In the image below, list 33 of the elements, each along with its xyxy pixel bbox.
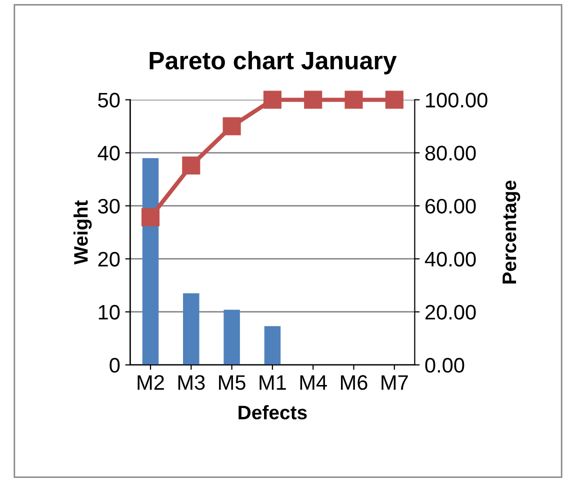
y-axis-title: Weight <box>74 200 92 265</box>
x-tick-label: M3 <box>178 375 205 390</box>
y2-tick-label: 40.00 <box>424 252 476 267</box>
x-tick-label: M1 <box>260 375 286 390</box>
bar <box>183 293 200 365</box>
y-tick-label: 50 <box>98 92 120 108</box>
y-tick-label: 20 <box>98 252 120 267</box>
bar <box>264 326 281 365</box>
point <box>344 90 363 109</box>
bar <box>224 310 240 365</box>
y2-tick-label: 80.00 <box>425 146 476 161</box>
x-axis-title: Defects <box>238 405 307 420</box>
x-tick-label: M6 <box>340 375 368 390</box>
chart-title: Pareto chart January <box>150 51 397 74</box>
point <box>141 208 160 226</box>
y2-tick-label: 20.00 <box>425 304 476 320</box>
point <box>385 90 404 109</box>
y-tick-label: 0 <box>110 358 120 373</box>
x-tick-label: M5 <box>219 375 246 390</box>
y2-tick-label: 0.00 <box>425 358 464 373</box>
y2-tick-label: 60.00 <box>426 198 476 214</box>
y-tick-label: 10 <box>98 304 120 320</box>
point <box>222 117 241 136</box>
y2-tick-label: 100.00 <box>426 92 488 108</box>
y-tick-label: 40 <box>98 146 120 161</box>
point <box>304 90 322 109</box>
point <box>182 156 200 175</box>
y-tick-label: 30 <box>98 198 120 214</box>
x-tick-label: M2 <box>138 375 164 390</box>
y2-axis-title: Percentage <box>502 180 520 284</box>
point <box>263 90 282 109</box>
x-tick-label: M4 <box>300 375 327 390</box>
x-tick-label: M7 <box>382 375 408 390</box>
